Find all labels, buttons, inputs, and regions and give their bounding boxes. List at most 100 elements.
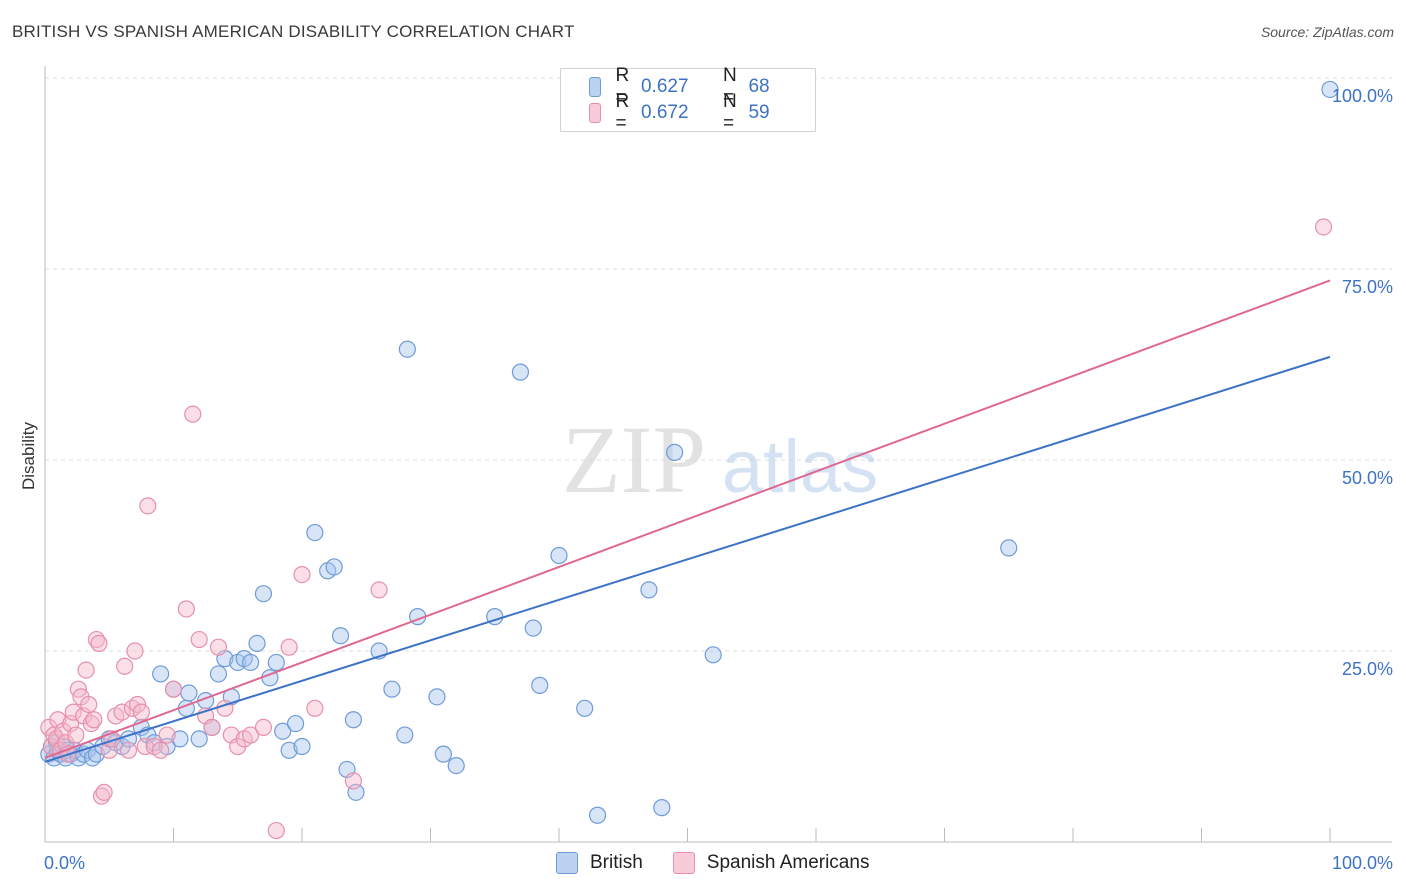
spanish-point [1314, 218, 1333, 236]
spanish-point [77, 661, 95, 679]
y-tick-label: 25.0% [1342, 659, 1393, 679]
spanish-point [184, 405, 202, 423]
spanish-point [177, 600, 195, 618]
spanish-point [293, 565, 311, 584]
spanish-point [152, 741, 170, 759]
british-point [171, 730, 189, 748]
spanish-point [90, 634, 108, 652]
spanish-point [280, 638, 298, 656]
trend-lines [44, 279, 1331, 763]
british-swatch [589, 77, 602, 97]
spanish-point [209, 638, 228, 656]
spanish-point [203, 718, 221, 737]
watermark-atlas: atlas [722, 425, 878, 508]
watermark-zip: ZIP [562, 406, 706, 513]
spanish-legend-swatch [672, 852, 695, 874]
watermark: ZIP atlas [562, 406, 878, 513]
spanish-point [370, 581, 388, 599]
british-point [434, 745, 452, 763]
spanish-point [132, 703, 150, 721]
spanish-point [267, 821, 285, 840]
spanish-point [119, 741, 138, 759]
british-point [242, 653, 260, 672]
spanish-swatch [589, 103, 602, 123]
british-point [524, 619, 542, 637]
british-point [267, 653, 285, 672]
british-point [325, 558, 343, 576]
british-point [209, 665, 228, 683]
british-point [398, 340, 416, 358]
british-point [588, 806, 607, 824]
n-value: 68 [748, 76, 770, 97]
spanish-point [190, 630, 208, 649]
legend-row-british: R = 0.627 N = 68 [589, 65, 830, 108]
x-tick-label-max: 100.0% [1332, 853, 1393, 873]
british-point [331, 627, 350, 645]
spanish-point [64, 703, 82, 721]
british-point [447, 756, 465, 775]
source-credit: Source: ZipAtlas.com [1260, 24, 1394, 40]
legend-row-spanish: R = 0.672 N = 59 [589, 91, 830, 134]
british-point [383, 680, 401, 698]
british-point [180, 684, 198, 702]
chart-title: BRITISH VS SPANISH AMERICAN DISABILITY C… [12, 22, 575, 41]
r-label: R = [615, 91, 630, 134]
r-value: 0.672 [640, 102, 689, 123]
tick-labels: 25.0% 50.0% 75.0% 100.0% 0.0% 100.0% [44, 86, 1393, 873]
x-tick-label-min: 0.0% [44, 853, 85, 873]
spanish-legend-label: Spanish Americans [706, 852, 870, 873]
spanish-point [158, 726, 176, 744]
gridlines [45, 77, 1392, 652]
y-tick-label: 75.0% [1342, 277, 1393, 297]
r-value: 0.627 [640, 76, 689, 97]
british-point [274, 722, 292, 740]
british-point [248, 634, 266, 652]
british-point [190, 730, 208, 748]
spanish-point [95, 783, 113, 801]
british-point [428, 688, 446, 706]
british-trend-line [44, 355, 1331, 763]
r-label: R = [615, 65, 630, 108]
spanish-point [126, 642, 144, 660]
spanish-point [85, 711, 103, 729]
legend-item-british[interactable]: British [556, 852, 643, 874]
british-point [293, 737, 311, 756]
british-legend-swatch [556, 852, 578, 874]
spanish-point [80, 695, 98, 714]
british-point [306, 523, 324, 542]
spanish-point [344, 772, 362, 790]
y-tick-label: 100.0% [1332, 86, 1393, 106]
british-point [576, 699, 594, 717]
n-label: N = [722, 91, 737, 134]
british-point [666, 443, 684, 461]
spanish-point [67, 726, 85, 744]
y-tick-label: 50.0% [1342, 468, 1393, 488]
british-point [653, 799, 671, 817]
british-point [511, 363, 530, 381]
british-point [254, 585, 273, 603]
british-point [1321, 80, 1339, 99]
y-axis-label: Disability [19, 421, 38, 490]
spanish-point [254, 718, 273, 737]
british-point [396, 726, 414, 744]
spanish-point [116, 657, 134, 675]
british-point [152, 665, 170, 683]
spanish-point [242, 726, 260, 744]
spanish-points [40, 218, 1333, 840]
british-point [704, 646, 722, 664]
spanish-trend-line [44, 279, 1331, 759]
axes [44, 66, 1392, 843]
british-point [1000, 539, 1018, 557]
spanish-point [164, 680, 183, 698]
british-point [550, 546, 568, 565]
correlation-legend: R = 0.627 N = 68 R = 0.672 N = 59 [560, 65, 816, 134]
british-point [280, 741, 298, 759]
spanish-point [139, 497, 157, 515]
british-point [286, 714, 305, 733]
british-point [640, 581, 658, 599]
legend-item-spanish[interactable]: Spanish Americans [672, 852, 870, 874]
british-point [531, 676, 549, 694]
spanish-point [306, 699, 324, 717]
british-point [344, 711, 362, 729]
